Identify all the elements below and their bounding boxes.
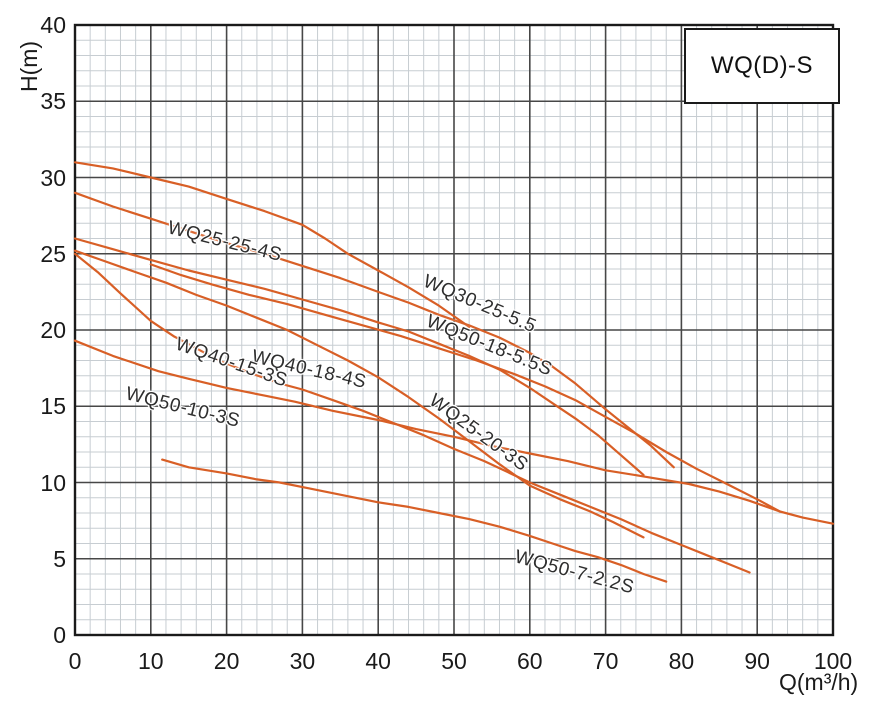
y-tick-label: 0 <box>53 622 66 648</box>
x-tick-label: 100 <box>813 648 853 674</box>
series-family-label: WQ(D)-S <box>710 52 814 79</box>
y-tick-label: 10 <box>40 469 66 496</box>
y-tick-label: 15 <box>40 393 66 420</box>
y-tick-label: 25 <box>40 240 66 267</box>
x-tick-label: 50 <box>441 648 467 674</box>
x-axis-label: Q(m³/h) <box>779 669 859 695</box>
x-tick-label: 80 <box>668 648 695 674</box>
y-axis-label: H(m) <box>16 40 42 92</box>
x-tick-label: 90 <box>744 648 770 674</box>
curve-WQ30-25-5.5 <box>73 191 675 469</box>
y-tick-label: 5 <box>53 545 66 572</box>
x-tick-label: 60 <box>517 648 543 674</box>
y-tick-label: 35 <box>40 88 66 115</box>
x-tick-label: 40 <box>365 648 391 674</box>
curve-WQ50-7-2.2S <box>161 458 668 583</box>
series-family-label-box: WQ(D)-S <box>684 28 840 104</box>
y-tick-label: 30 <box>40 164 66 191</box>
curve-WQ25-20-3S <box>73 249 645 539</box>
curve-WQ40-18-4S <box>73 237 645 476</box>
y-tick-label: 20 <box>40 317 66 343</box>
curve-WQ50-10-3S <box>73 339 781 513</box>
y-tick-label: 40 <box>40 12 66 38</box>
curve-WQ50-18-5.5S <box>149 263 835 525</box>
x-tick-label: 30 <box>289 648 316 674</box>
plot-frame <box>73 23 835 637</box>
curve-WQ25-25-4S <box>73 161 471 328</box>
x-tick-label: 20 <box>213 648 240 674</box>
curve-WQ40-15-3S <box>73 252 751 574</box>
x-tick-label: 70 <box>592 648 619 674</box>
x-tick-label: 0 <box>68 648 82 674</box>
x-tick-label: 10 <box>138 648 164 674</box>
